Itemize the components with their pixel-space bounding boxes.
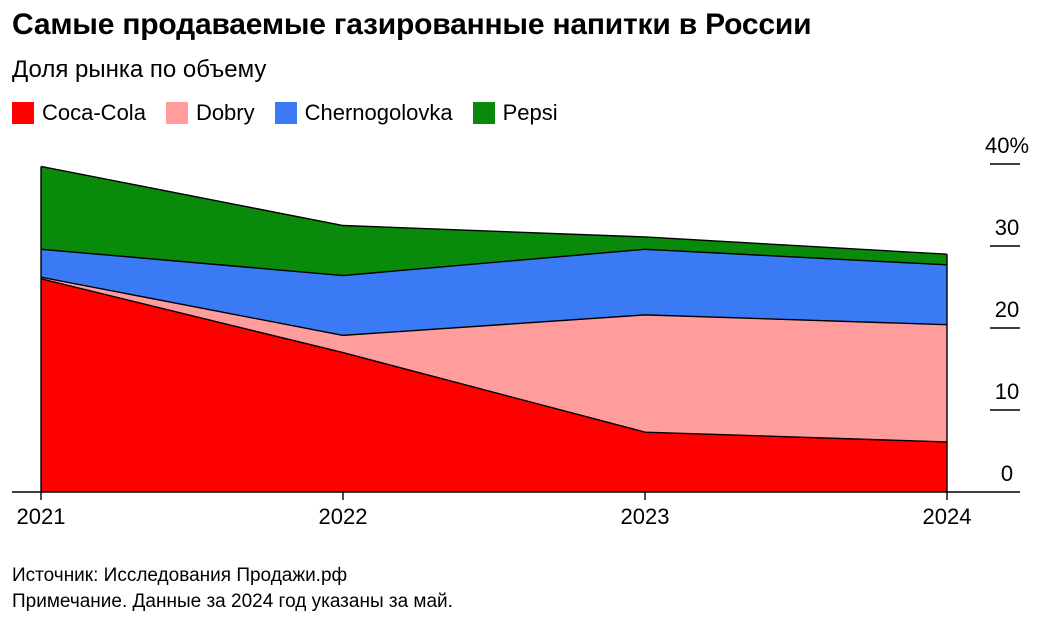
footnote: Примечание. Данные за 2024 год указаны з… [12, 591, 453, 612]
x-tick-label-2022: 2022 [319, 504, 368, 529]
boundary-line-chernogolovka [40, 248, 948, 277]
x-tick-label-2021: 2021 [17, 504, 66, 529]
y-tick-label-0: 0 [1001, 461, 1013, 486]
legend: Coca-Cola Dobry Chernogolovka Pepsi [12, 100, 578, 126]
x-tick-label-2023: 2023 [621, 504, 670, 529]
legend-swatch-chernogolovka [274, 102, 297, 124]
area-pepsi [41, 166, 947, 276]
boundary-line-coca-cola [40, 278, 948, 443]
y-tick-label-40: 40% [985, 133, 1029, 158]
y-tick-label-20: 20 [995, 297, 1019, 322]
area-dobry [41, 277, 947, 442]
area-chernogolovka [41, 249, 947, 336]
x-tick-label-2024: 2024 [923, 504, 972, 529]
chart-title: Самые продаваемые газированные напитки в… [12, 8, 812, 41]
boundary-line-dobry [40, 276, 948, 337]
legend-item-chernogolovka: Chernogolovka [274, 100, 453, 126]
legend-label-chernogolovka: Chernogolovka [304, 100, 453, 125]
y-tick-label-30: 30 [995, 215, 1019, 240]
source-note: Источник: Исследования Продажи.рф [12, 565, 348, 586]
legend-item-dobry: Dobry [165, 100, 255, 126]
legend-item-pepsi: Pepsi [472, 100, 558, 126]
legend-label-coca-cola: Coca-Cola [42, 100, 146, 125]
boundary-line-pepsi [40, 165, 948, 255]
legend-swatch-pepsi [472, 102, 495, 124]
legend-swatch-coca-cola [12, 102, 34, 124]
area-coca-cola [41, 278, 947, 492]
legend-label-dobry: Dobry [195, 100, 255, 125]
legend-swatch-dobry [165, 102, 188, 124]
legend-label-pepsi: Pepsi [502, 100, 558, 125]
legend-item-coca-cola: Coca-Cola [12, 100, 146, 126]
chart-subtitle: Доля рынка по объему [12, 56, 267, 83]
chart-footer: Источник: Исследования Продажи.рф Примеч… [12, 563, 453, 615]
y-tick-label-10: 10 [995, 379, 1019, 404]
